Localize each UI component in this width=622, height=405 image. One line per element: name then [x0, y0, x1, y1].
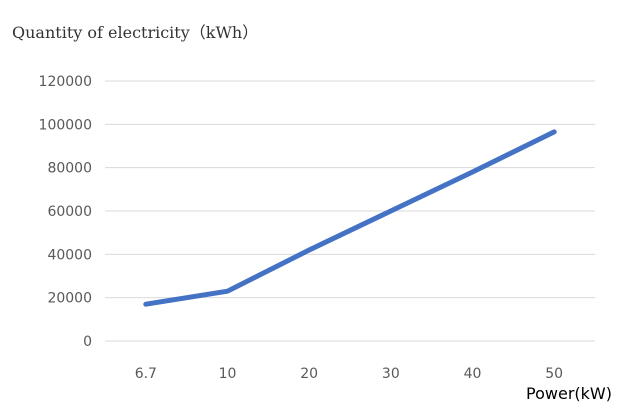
y-axis-ticks: 0 20000 40000 60000 80000 100000 120000: [39, 74, 92, 350]
x-tick-label: 20: [300, 366, 318, 382]
y-tick-label: 40000: [47, 247, 92, 263]
x-tick-label: 40: [464, 366, 482, 382]
y-tick-label: 20000: [47, 291, 92, 307]
x-axis-ticks: 6.7 10 20 30 40 50: [135, 366, 563, 382]
gridlines: [105, 80, 595, 342]
y-tick-label: 80000: [47, 161, 92, 177]
x-tick-label: 6.7: [135, 366, 157, 382]
y-tick-label: 120000: [39, 74, 92, 90]
series-layer: [143, 129, 557, 307]
x-axis-title: Power(kW): [526, 384, 612, 403]
x-tick-label: 50: [545, 366, 563, 382]
x-tick-label: 30: [382, 366, 400, 382]
y-tick-label: 60000: [47, 204, 92, 220]
y-tick-label: 0: [83, 334, 92, 350]
x-tick-label: 10: [219, 366, 237, 382]
y-axis-title: Quantity of electricity（kWh）: [12, 23, 258, 42]
series-line: [143, 129, 557, 307]
y-tick-label: 100000: [39, 117, 92, 133]
